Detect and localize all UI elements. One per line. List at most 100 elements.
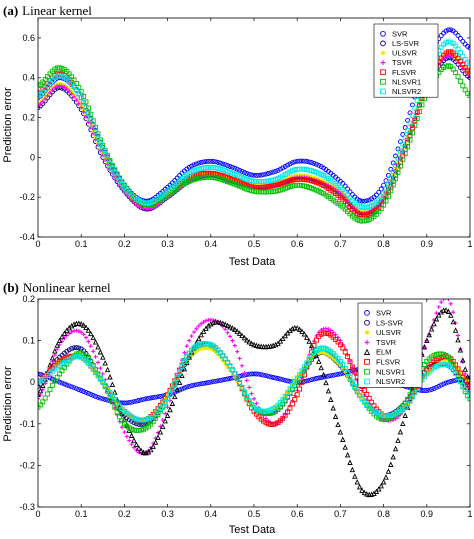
data-point bbox=[109, 381, 116, 388]
data-point bbox=[280, 165, 286, 171]
x-tick-label: 1 bbox=[467, 239, 472, 249]
data-point bbox=[133, 398, 139, 404]
data-point bbox=[426, 331, 432, 338]
data-point bbox=[242, 371, 247, 376]
data-point bbox=[287, 161, 293, 167]
data-point bbox=[150, 443, 156, 449]
x-tick-label: 0.5 bbox=[248, 509, 261, 519]
data-point bbox=[378, 482, 384, 489]
panel-b-ylabel: Prediction error bbox=[2, 366, 14, 442]
data-point bbox=[196, 381, 202, 387]
data-point bbox=[57, 379, 63, 385]
data-point bbox=[215, 319, 221, 325]
data-point bbox=[467, 93, 470, 99]
data-point bbox=[62, 85, 67, 90]
data-point bbox=[76, 387, 82, 393]
data-point bbox=[66, 383, 72, 389]
data-point bbox=[97, 395, 103, 401]
data-point bbox=[95, 135, 101, 141]
data-point bbox=[356, 483, 363, 490]
data-point bbox=[299, 158, 305, 164]
data-point bbox=[83, 104, 89, 110]
data-point bbox=[388, 175, 394, 181]
x-tick-label: 1 bbox=[467, 509, 472, 519]
data-point bbox=[467, 69, 470, 75]
data-point bbox=[431, 386, 437, 391]
data-point bbox=[251, 371, 257, 377]
data-point bbox=[230, 338, 235, 343]
data-point bbox=[397, 163, 403, 169]
data-point bbox=[319, 350, 324, 355]
data-point bbox=[313, 376, 319, 381]
data-point bbox=[285, 378, 291, 384]
data-point bbox=[393, 162, 399, 168]
data-point bbox=[85, 327, 92, 333]
data-point bbox=[136, 445, 142, 451]
data-point bbox=[169, 387, 175, 393]
data-point bbox=[304, 159, 310, 164]
data-point bbox=[59, 333, 65, 340]
data-point bbox=[201, 346, 206, 351]
data-point bbox=[237, 167, 243, 173]
data-point bbox=[191, 162, 197, 168]
data-point bbox=[81, 99, 87, 105]
data-point bbox=[237, 380, 243, 386]
data-point bbox=[349, 379, 355, 385]
legend-label: NLSVR1 bbox=[392, 77, 421, 86]
data-point bbox=[234, 328, 240, 334]
data-point bbox=[93, 393, 99, 399]
data-point bbox=[316, 162, 322, 168]
panel-a-title-text: Linear kernel bbox=[22, 3, 92, 18]
data-point bbox=[199, 346, 204, 351]
data-point bbox=[268, 170, 274, 176]
y-tick-label: 0 bbox=[30, 377, 35, 387]
data-point bbox=[239, 385, 245, 391]
data-point bbox=[97, 348, 104, 355]
data-point bbox=[177, 369, 183, 375]
data-point bbox=[277, 166, 283, 172]
data-point bbox=[445, 308, 452, 314]
data-point bbox=[268, 374, 274, 380]
data-point bbox=[121, 400, 127, 406]
data-point bbox=[443, 28, 449, 34]
data-point bbox=[258, 372, 264, 378]
data-point bbox=[352, 473, 358, 479]
data-point bbox=[184, 384, 190, 390]
data-point bbox=[240, 363, 244, 368]
data-point bbox=[385, 193, 391, 199]
data-point bbox=[189, 334, 194, 339]
data-point bbox=[441, 299, 446, 301]
data-point bbox=[452, 327, 459, 333]
data-point bbox=[400, 141, 406, 147]
data-point bbox=[457, 78, 463, 84]
data-point bbox=[335, 421, 341, 428]
data-point bbox=[324, 351, 328, 356]
data-point bbox=[373, 192, 379, 198]
data-point bbox=[467, 75, 470, 81]
data-point bbox=[79, 330, 84, 335]
data-point bbox=[448, 379, 454, 384]
data-point bbox=[419, 102, 425, 108]
data-point bbox=[263, 373, 269, 379]
data-point bbox=[59, 380, 65, 386]
data-point bbox=[431, 320, 437, 327]
data-point bbox=[114, 409, 120, 415]
data-point bbox=[352, 369, 358, 375]
data-point bbox=[228, 334, 232, 339]
data-point bbox=[97, 141, 103, 147]
data-point bbox=[169, 400, 176, 406]
data-point bbox=[55, 347, 60, 352]
data-point bbox=[217, 377, 223, 383]
data-point bbox=[196, 160, 202, 166]
panel-a-xlabel: Test Data bbox=[229, 256, 276, 268]
data-point bbox=[294, 392, 300, 398]
data-point bbox=[98, 366, 103, 371]
data-point bbox=[261, 372, 267, 378]
data-point bbox=[200, 328, 207, 334]
data-point bbox=[388, 188, 394, 194]
data-point bbox=[433, 315, 440, 322]
data-point bbox=[311, 376, 317, 382]
data-point bbox=[462, 366, 468, 372]
series-elm bbox=[38, 307, 470, 498]
data-point bbox=[150, 395, 156, 401]
